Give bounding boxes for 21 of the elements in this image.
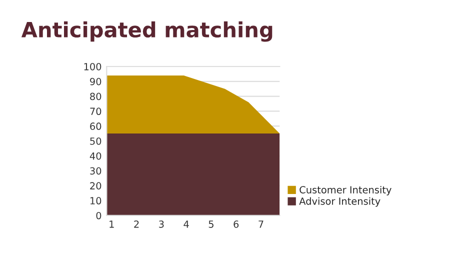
x-tick-label: 7 [258, 220, 264, 228]
x-tick-label: 6 [234, 220, 239, 228]
y-tick-label: 50 [90, 137, 102, 145]
y-tick-label: 40 [90, 152, 102, 160]
legend-label: Advisor Intensity [299, 197, 380, 207]
y-tick-label: 0 [96, 212, 102, 220]
chart-title: Anticipated matching [21, 21, 272, 42]
x-tick-label: 2 [134, 220, 139, 228]
x-tick-label: 4 [184, 220, 189, 228]
y-tick-label: 70 [90, 108, 102, 116]
y-tick-label: 30 [90, 167, 102, 175]
x-tick-label: 3 [159, 220, 164, 228]
x-tick-label: 1 [110, 220, 114, 228]
y-tick-label: 80 [90, 92, 102, 100]
y-tick-label: 10 [90, 197, 102, 204]
y-tick-label: 60 [90, 122, 102, 130]
y-tick-label: 100 [84, 62, 102, 70]
x-tick-label: 5 [208, 220, 214, 228]
y-tick-label: 90 [90, 78, 102, 86]
legend-label: Customer Intensity [300, 186, 392, 196]
y-tick-label: 20 [90, 182, 102, 190]
